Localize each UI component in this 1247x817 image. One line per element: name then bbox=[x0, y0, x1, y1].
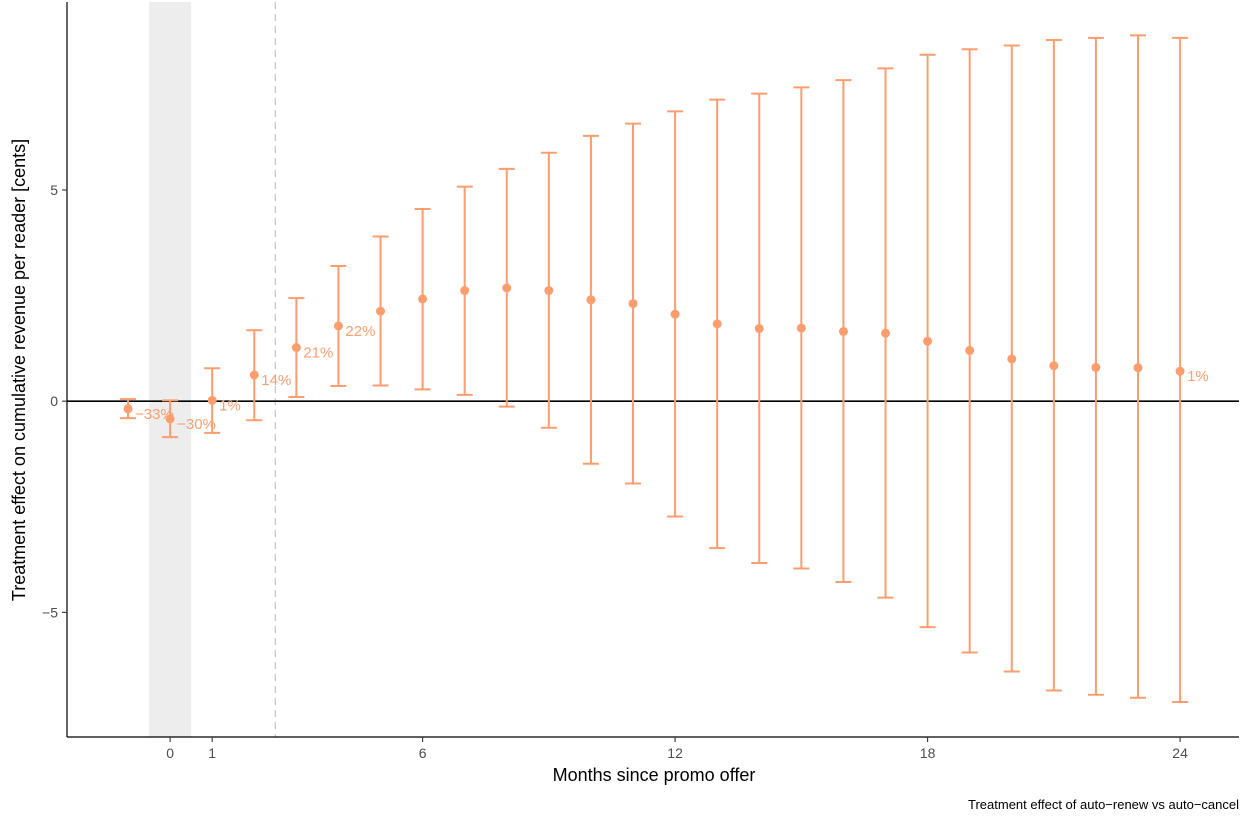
y-tick-label: −5 bbox=[42, 604, 58, 620]
x-tick-label: 1 bbox=[208, 745, 216, 761]
error-bar-group bbox=[498, 167, 515, 408]
y-tick-label: 5 bbox=[50, 182, 58, 198]
percent-label: −33% bbox=[135, 406, 174, 423]
error-bar-group bbox=[835, 79, 852, 583]
data-point bbox=[207, 395, 217, 405]
error-bar-group bbox=[204, 367, 221, 434]
data-point bbox=[1091, 362, 1101, 372]
percent-label: −30% bbox=[177, 416, 216, 433]
y-tick-label: 0 bbox=[50, 393, 58, 409]
y-axis-title: Treatment effect on cumulative revenue p… bbox=[9, 139, 29, 601]
error-bar-group bbox=[667, 110, 684, 518]
error-bar-group bbox=[709, 98, 726, 550]
error-bar-group bbox=[1003, 44, 1020, 673]
error-bar-group bbox=[625, 122, 642, 485]
error-bar-group bbox=[1130, 34, 1147, 699]
x-tick-label: 18 bbox=[920, 745, 936, 761]
data-point bbox=[1007, 354, 1017, 364]
data-point bbox=[291, 343, 301, 353]
data-point bbox=[712, 319, 722, 329]
error-bar-group bbox=[793, 86, 810, 570]
error-bar-group bbox=[456, 185, 473, 396]
data-point bbox=[376, 306, 386, 316]
error-bar-group bbox=[330, 265, 347, 387]
data-marks bbox=[120, 34, 1189, 703]
shaded-band bbox=[149, 2, 192, 737]
chart-caption: Treatment effect of auto−renew vs auto−c… bbox=[968, 797, 1239, 812]
data-point bbox=[418, 294, 428, 304]
percent-label: 1% bbox=[219, 397, 241, 414]
error-bar-group bbox=[751, 92, 768, 564]
data-point bbox=[670, 309, 680, 319]
error-bar-group bbox=[1172, 36, 1189, 703]
data-point bbox=[123, 404, 133, 414]
y-ticks: −5 0 5 bbox=[42, 182, 67, 620]
error-bar-group bbox=[919, 53, 936, 629]
data-point bbox=[165, 414, 175, 424]
error-bar-group bbox=[288, 297, 305, 398]
data-point bbox=[1133, 363, 1143, 373]
error-bar-group bbox=[120, 398, 137, 420]
error-bar-group bbox=[1045, 39, 1062, 692]
x-tick-label: 12 bbox=[667, 745, 683, 761]
error-bar-group bbox=[414, 207, 431, 391]
error-bar-group bbox=[372, 235, 389, 387]
percent-label: 22% bbox=[345, 323, 375, 340]
data-point bbox=[796, 323, 806, 333]
x-tick-label: 6 bbox=[419, 745, 427, 761]
x-tick-label: 0 bbox=[166, 745, 174, 761]
data-point bbox=[333, 321, 343, 331]
data-point bbox=[628, 299, 638, 309]
error-bar-group bbox=[162, 399, 179, 439]
data-point bbox=[838, 326, 848, 336]
data-point bbox=[754, 324, 764, 334]
percent-label: 1% bbox=[1187, 368, 1209, 385]
error-bar-group bbox=[961, 48, 978, 654]
error-bar-group bbox=[877, 67, 894, 599]
data-point bbox=[586, 295, 596, 305]
error-bar-group bbox=[246, 329, 263, 422]
error-bar-group bbox=[540, 151, 557, 429]
percent-label: 21% bbox=[303, 345, 333, 362]
data-point bbox=[249, 370, 259, 380]
percent-labels: −33%−30%1%14%21%22%1% bbox=[135, 323, 1209, 433]
data-point bbox=[881, 328, 891, 338]
data-point bbox=[544, 286, 554, 296]
x-tick-label: 24 bbox=[1172, 745, 1188, 761]
error-bar-group bbox=[1087, 36, 1104, 696]
x-ticks: 0 1 6 12 18 24 bbox=[166, 737, 1188, 761]
data-point bbox=[923, 336, 933, 346]
error-bar-group bbox=[582, 134, 599, 465]
percent-label: 14% bbox=[261, 372, 291, 389]
x-axis-title: Months since promo offer bbox=[553, 765, 756, 785]
data-point bbox=[965, 345, 975, 355]
data-point bbox=[502, 283, 512, 293]
data-point bbox=[460, 286, 470, 296]
data-point bbox=[1049, 361, 1059, 371]
data-point bbox=[1175, 366, 1185, 376]
